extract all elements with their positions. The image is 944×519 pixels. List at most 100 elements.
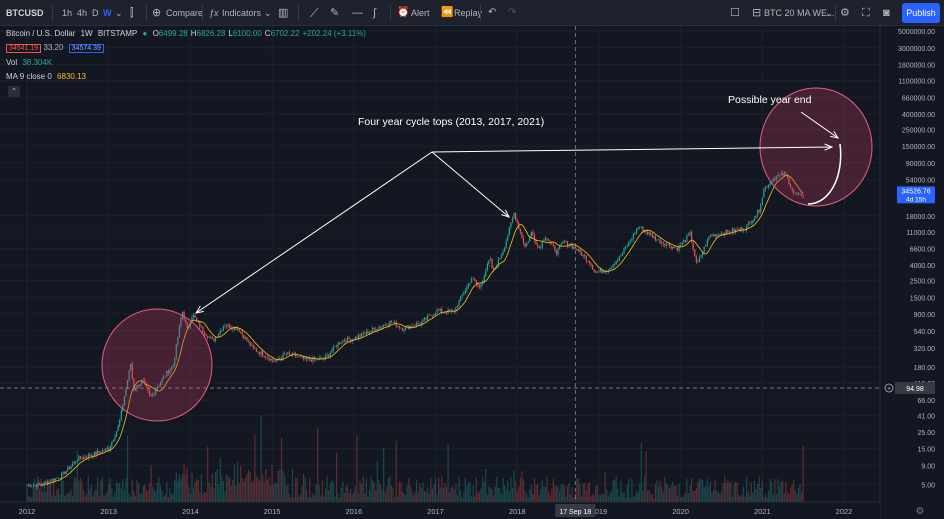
interval-dropdown[interactable]: ⌄ (115, 8, 123, 18)
volume-bar (661, 486, 663, 502)
candle-body (568, 245, 570, 247)
ask-price[interactable]: 34574.39 (68, 44, 104, 53)
candle-body (357, 335, 360, 339)
snapshot-icon[interactable]: ◙ (883, 7, 890, 19)
volume-bar (166, 482, 168, 502)
layout-name[interactable]: BTC 20 MA WE... (764, 8, 835, 18)
candle-body (703, 246, 705, 253)
volume-bar (552, 478, 554, 502)
price-chart[interactable]: Four year cycle tops (2013, 2017, 2021) … (0, 26, 944, 519)
symbol-search[interactable]: BTCUSD (6, 8, 44, 18)
publish-button[interactable]: Publish (902, 3, 940, 23)
candle-body (258, 352, 261, 355)
candle-body (65, 470, 67, 475)
layout-dropdown[interactable]: ⌄ (825, 8, 833, 18)
volume-bar (463, 491, 465, 502)
candle-body (403, 329, 405, 331)
candle-body (582, 254, 584, 256)
time-axis[interactable] (0, 502, 880, 519)
volume-bar (224, 490, 226, 502)
candle-body (238, 328, 240, 332)
interval-d[interactable]: D (92, 8, 99, 18)
volume-bar (705, 485, 707, 502)
horizontal-line-icon[interactable]: — (352, 7, 363, 19)
templates-icon[interactable]: ▥ (278, 7, 289, 19)
candle-body (409, 325, 411, 329)
candle-body (260, 351, 262, 355)
candle-body (483, 276, 485, 282)
trend-line-icon[interactable]: ⟋ (310, 6, 319, 20)
volume-bar (758, 476, 760, 502)
path-icon[interactable]: ∫ (373, 7, 377, 19)
crosshair-date-marker (555, 504, 596, 517)
layout-icon[interactable]: ⊟ (752, 7, 762, 19)
candle-body (378, 327, 380, 330)
candle-body (430, 315, 432, 316)
interval-w[interactable]: W (103, 8, 112, 18)
candle-body (712, 234, 715, 236)
volume-bar (254, 434, 256, 502)
bid-price[interactable]: 34541.19 (6, 44, 42, 53)
volume-bar (634, 495, 636, 502)
candle-body (117, 426, 119, 432)
candle-body (361, 332, 363, 337)
candle-body (112, 439, 115, 442)
volume-bar (185, 474, 187, 502)
volume-bar (235, 485, 237, 502)
candle-body (445, 312, 448, 314)
legend-collapse-icon[interactable]: ⌃ (8, 86, 20, 97)
volume-bar (180, 478, 182, 502)
replay-button[interactable]: Replay (454, 8, 483, 18)
volume-bar (603, 494, 605, 502)
candle-body (714, 234, 716, 237)
volume-bar (568, 483, 570, 502)
interval-4h[interactable]: 4h (77, 8, 88, 18)
candle-body (607, 270, 609, 272)
axis-settings-icon[interactable]: ⚙ (916, 506, 925, 517)
undo-icon[interactable]: ↶ (488, 7, 497, 18)
settings-icon[interactable]: ⚙ (840, 7, 850, 19)
candle-body (775, 176, 778, 180)
time-axis-labels: 2012 2013 2014 2015 2016 2017 2018 2019 2020 2021… (19, 507, 853, 516)
add-alert-plus: + (887, 385, 891, 392)
candle-body (86, 457, 88, 459)
indicators-icon[interactable]: ƒx (209, 8, 219, 18)
alert-button[interactable]: Alert (411, 8, 430, 18)
volume-bar (428, 493, 430, 502)
volume-bar (584, 482, 586, 502)
replay-icon[interactable]: ⏪ (441, 7, 454, 18)
legend-ohlc: O6499.28 H6826.28 L6100.00 C6702.22 +202.24 … (153, 29, 369, 38)
price-tick-label: 90000.00 (906, 161, 935, 168)
interval-1h[interactable]: 1h (62, 8, 73, 18)
candle-body (515, 213, 517, 221)
volume-bar (329, 484, 331, 502)
time-tick-label: 2020 (672, 507, 689, 516)
candle-body (351, 339, 353, 342)
alert-icon[interactable]: ⏰ (397, 7, 410, 18)
compare-icon[interactable]: ⊕ (152, 7, 162, 19)
candle-body (115, 431, 118, 437)
indicators-dropdown[interactable]: ⌄ (264, 8, 272, 18)
candle-body (48, 481, 50, 484)
candle-body (507, 235, 509, 241)
volume-bar (684, 492, 686, 502)
fullscreen-icon[interactable]: ⛶ (862, 7, 870, 19)
redo-icon[interactable]: ↷ (508, 7, 517, 18)
volume-bar (725, 482, 727, 502)
fullscreen-toggle-icon[interactable]: ☐ (730, 7, 740, 19)
toolbar-separator (480, 5, 481, 21)
compare-button[interactable]: Compare (166, 8, 204, 18)
volume-bar (108, 484, 110, 502)
brush-icon[interactable]: ✎ (330, 7, 340, 19)
indicators-button[interactable]: Indicators (222, 8, 262, 18)
volume-bar (590, 496, 592, 502)
price-axis[interactable] (880, 26, 944, 519)
candle-body (362, 332, 364, 334)
volume-bar (756, 484, 759, 502)
volume-bar (669, 488, 671, 502)
candle-body (570, 245, 572, 246)
volume-bar (203, 492, 206, 502)
candles-icon[interactable]: ⫿ (130, 7, 134, 19)
volume-bar (742, 486, 745, 502)
